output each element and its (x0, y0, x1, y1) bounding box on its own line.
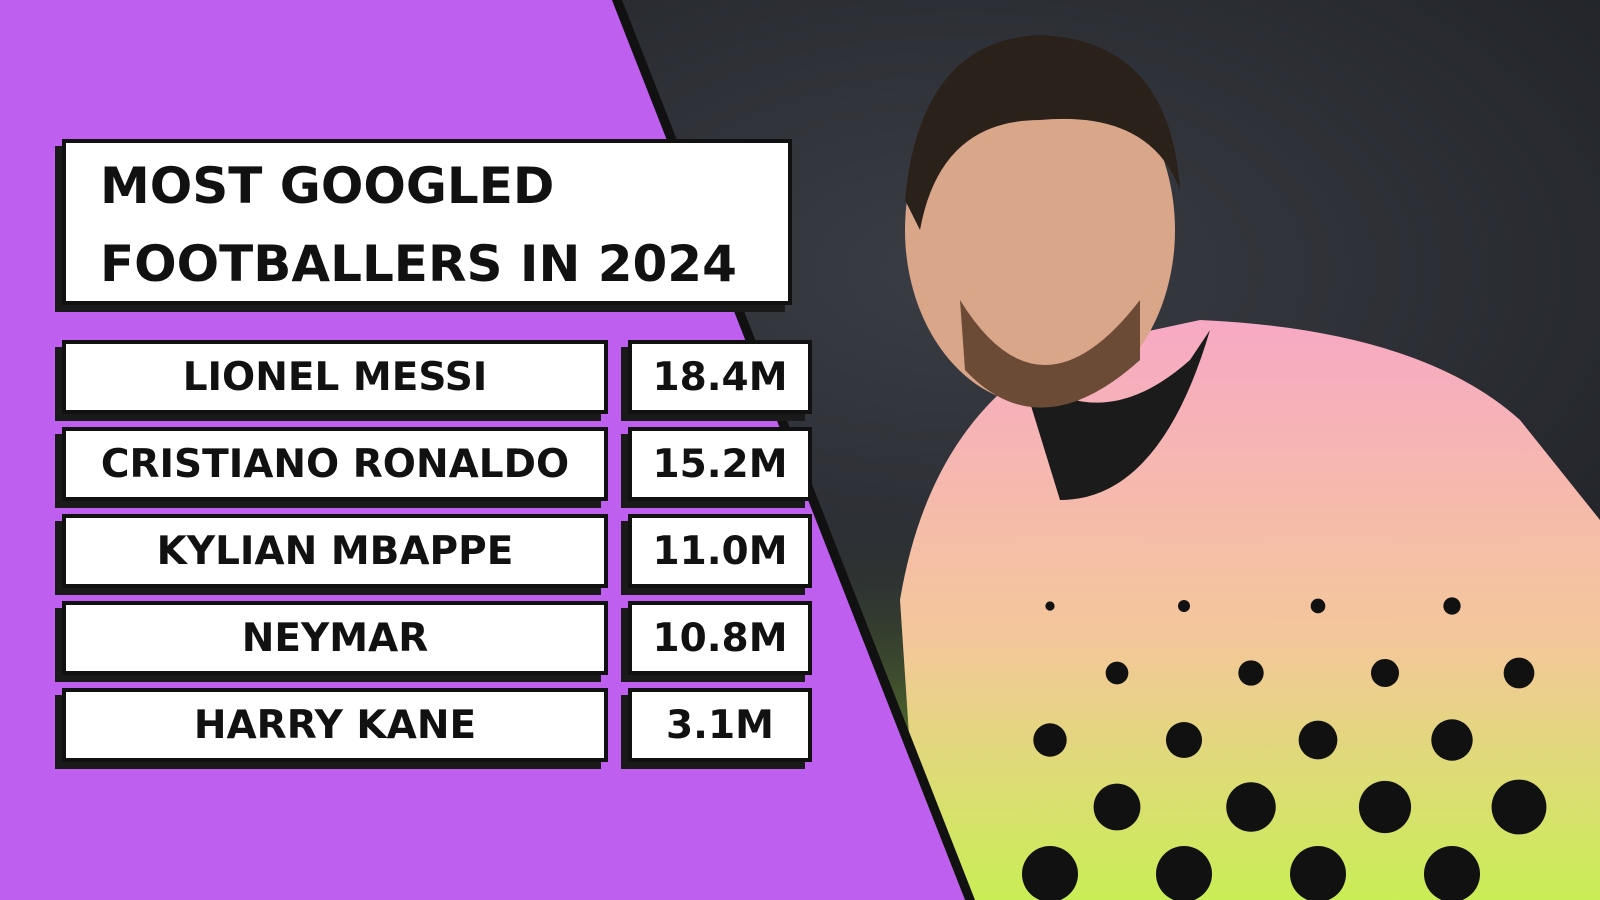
decor-dot (1310, 598, 1326, 614)
search-count: 11.0M (628, 514, 812, 588)
player-name: NEYMAR (62, 601, 608, 675)
player-name: LIONEL MESSI (62, 340, 608, 414)
search-count: 10.8M (628, 601, 812, 675)
player-beard (960, 300, 1140, 408)
decor-dot (1358, 780, 1412, 834)
decor-dot (1424, 846, 1480, 900)
decor-dot (1226, 782, 1276, 832)
player-name: KYLIAN MBAPPE (62, 514, 608, 588)
title-box: MOST GOOGLED FOOTBALLERS IN 2024 (62, 139, 792, 305)
decor-dot (1443, 597, 1461, 615)
decor-dot (1503, 657, 1535, 689)
player-name: CRISTIANO RONALDO (62, 427, 608, 501)
title-line: FOOTBALLERS IN 2024 (100, 235, 737, 293)
search-count: 18.4M (628, 340, 812, 414)
decor-dot (1045, 601, 1055, 611)
player-head (905, 55, 1175, 405)
player-collar (1020, 330, 1210, 500)
decor-dot (1093, 783, 1141, 831)
decor-dot (1022, 846, 1078, 900)
decor-dot (1370, 658, 1400, 688)
decor-dot (1298, 720, 1338, 760)
decor-dot (1165, 721, 1203, 759)
decor-dot (1105, 661, 1129, 685)
search-count: 3.1M (628, 688, 812, 762)
search-count: 15.2M (628, 427, 812, 501)
decor-dot (1491, 779, 1547, 835)
decor-dot (1033, 723, 1067, 757)
player-name: HARRY KANE (62, 688, 608, 762)
decor-dot (1238, 660, 1264, 686)
player-hair (905, 35, 1180, 230)
decor-dot (1178, 600, 1190, 612)
decor-dot (1156, 846, 1212, 900)
decor-dot (1431, 719, 1473, 761)
title-line: MOST GOOGLED (100, 157, 555, 215)
decor-dot (1290, 846, 1346, 900)
